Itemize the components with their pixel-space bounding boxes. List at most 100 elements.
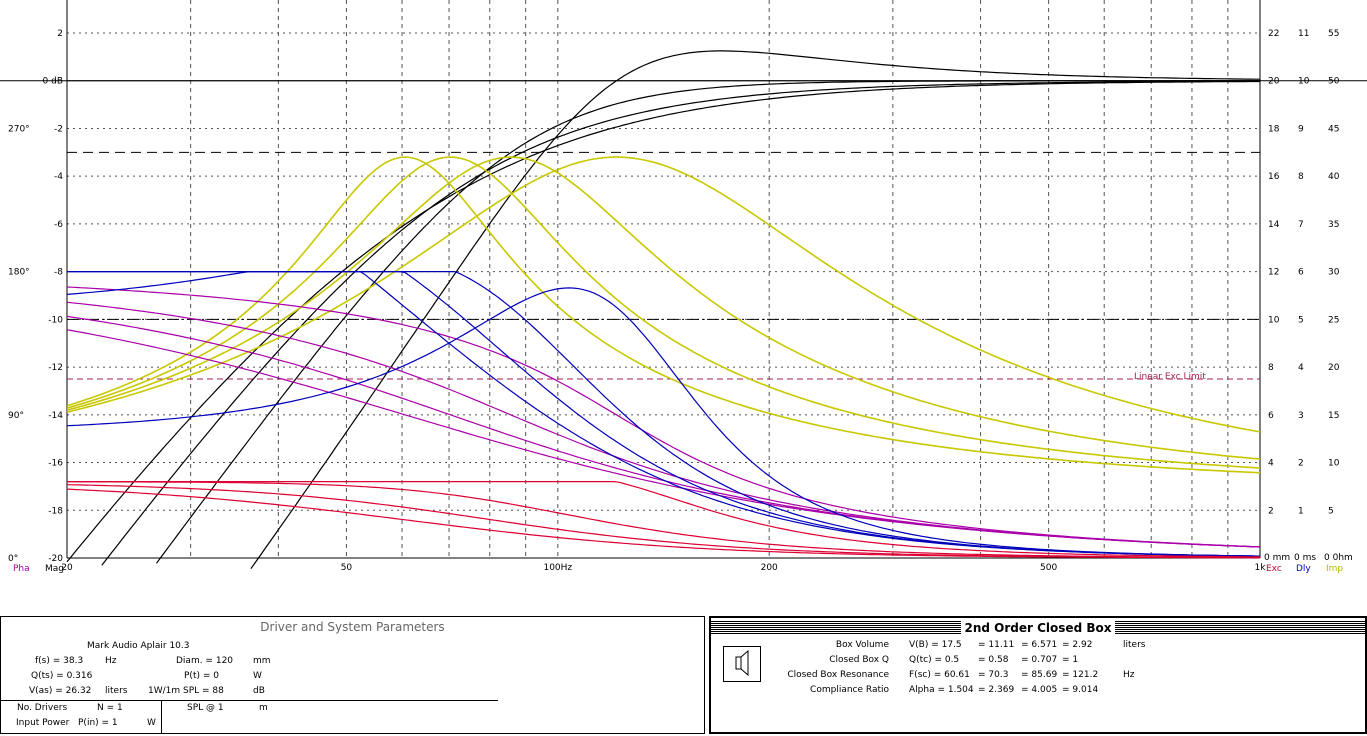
linear-exc-limit-label: Linear Exc Limit bbox=[1134, 372, 1206, 382]
panel-title-text: 2nd Order Closed Box bbox=[960, 621, 1116, 635]
box-row-sym[interactable]: Alpha = 1.504 bbox=[909, 685, 974, 695]
box-row-label: Compliance Ratio bbox=[810, 685, 889, 695]
y-tick-label: -18 bbox=[48, 506, 63, 516]
box-row-sym[interactable]: F(sc) = 60.61 bbox=[909, 670, 970, 680]
panel-title: 2nd Order Closed Box bbox=[711, 620, 1365, 635]
right-tick-label: 16 bbox=[1268, 172, 1280, 182]
right-tick-label: 8 bbox=[1268, 363, 1274, 373]
box-row-v4[interactable]: = 121.2 bbox=[1062, 670, 1099, 680]
mag-axis-label: Mag bbox=[45, 564, 64, 574]
frequency-response-chart: 20 50 100Hz 200 500 1k 2 0 dB -2 -4 -6 -8 -10 -12 -14 -… bbox=[0, 0, 1367, 574]
box-row-v3[interactable]: = 6.571 bbox=[1021, 640, 1058, 650]
phase-tick-label: 270° bbox=[8, 124, 30, 134]
y-tick-label: -4 bbox=[54, 172, 63, 182]
phase-axis-label: Pha bbox=[13, 564, 30, 574]
box-row-sym[interactable]: V(B) = 17.5 bbox=[909, 640, 962, 650]
vas-unit: liters bbox=[105, 686, 128, 696]
right-tick-label: 1 bbox=[1298, 506, 1304, 516]
spl-value[interactable]: 1W/1m SPL = 88 bbox=[148, 686, 224, 696]
box-row-unit: Hz bbox=[1123, 670, 1135, 680]
right-tick-label: 22 bbox=[1268, 29, 1279, 39]
right-tick-label: 18 bbox=[1268, 124, 1280, 134]
delay-curve bbox=[67, 271, 1261, 557]
panel-title: Driver and System Parameters bbox=[260, 620, 445, 634]
excursion-curve bbox=[66, 484, 1260, 559]
box-row-v3[interactable]: = 4.005 bbox=[1021, 685, 1058, 695]
excursion-curve bbox=[67, 481, 1260, 558]
right-tick-label: 4 bbox=[1268, 459, 1274, 469]
fs-value[interactable]: f(s) = 38.3 bbox=[35, 656, 84, 666]
box-row-v4[interactable]: = 9.014 bbox=[1062, 685, 1099, 695]
power-unit: W bbox=[147, 718, 156, 728]
right-tick-label: 7 bbox=[1298, 220, 1304, 230]
drivers-value[interactable]: N = 1 bbox=[97, 703, 123, 713]
pt-value[interactable]: P(t) = 0 bbox=[184, 671, 219, 681]
box-row-sym[interactable]: Q(tc) = 0.5 bbox=[909, 655, 960, 665]
right-tick-label: 10 bbox=[1328, 459, 1340, 469]
y-tick-label: -12 bbox=[48, 363, 63, 373]
box-row-v2[interactable]: = 11.11 bbox=[978, 640, 1015, 650]
excursion-curve bbox=[66, 488, 1260, 559]
y-tick-label: -6 bbox=[54, 220, 63, 230]
box-row-v2[interactable]: = 0.58 bbox=[978, 655, 1009, 665]
right-tick-label: 5 bbox=[1328, 506, 1334, 516]
right-tick-label: 6 bbox=[1268, 411, 1274, 421]
y-tick-label: -8 bbox=[54, 268, 63, 278]
spl-at-label[interactable]: SPL @ 1 bbox=[187, 703, 224, 713]
y-tick-label: 2 bbox=[57, 29, 63, 39]
curves bbox=[66, 50, 1261, 570]
impedance-curve bbox=[66, 156, 1261, 433]
x-tick-label: 500 bbox=[1040, 563, 1057, 573]
box-row-v3[interactable]: = 0.707 bbox=[1021, 655, 1058, 665]
magnitude-curve bbox=[250, 50, 1260, 570]
drivers-label: No. Drivers bbox=[17, 703, 68, 713]
power-value[interactable]: P(in) = 1 bbox=[78, 718, 118, 728]
right-tick-label: 2 bbox=[1298, 459, 1304, 469]
diam-value[interactable]: Diam. = 120 bbox=[176, 656, 234, 666]
right-tick-label: 10 bbox=[1298, 77, 1310, 87]
right-tick-label: 9 bbox=[1298, 124, 1304, 134]
reference-lines bbox=[67, 151, 1260, 380]
right-axis-zero-label: 0 mm bbox=[1264, 553, 1290, 563]
x-tick-label: 20 bbox=[61, 563, 73, 573]
box-row-v4[interactable]: = 2.92 bbox=[1062, 640, 1093, 650]
right-axis-zero-label: 0 ms bbox=[1294, 553, 1316, 563]
tick-labels: 20 50 100Hz 200 500 1k 2 0 dB -2 -4 -6 -8 -10 -12 -14 -… bbox=[8, 29, 1353, 574]
vas-value[interactable]: V(as) = 26.32 bbox=[29, 686, 92, 696]
box-row-label: Box Volume bbox=[835, 640, 889, 650]
grid bbox=[0, 0, 1367, 559]
phase-tick-label: 90° bbox=[8, 411, 24, 421]
box-row-v2[interactable]: = 2.369 bbox=[978, 685, 1015, 695]
power-label: Input Power bbox=[16, 718, 70, 728]
box-row-v4[interactable]: = 1 bbox=[1062, 655, 1079, 665]
y-tick-label: -10 bbox=[48, 315, 63, 325]
box-row-label: Closed Box Resonance bbox=[787, 670, 889, 680]
right-tick-label: 15 bbox=[1328, 411, 1339, 421]
spl-at-unit: m bbox=[259, 703, 268, 713]
phase-curve bbox=[66, 315, 1261, 548]
y-tick-label: -2 bbox=[54, 124, 63, 134]
magnitude-curve bbox=[156, 80, 1260, 564]
phase-curve bbox=[66, 329, 1261, 548]
y-tick-label: -20 bbox=[48, 554, 63, 564]
qts-value[interactable]: Q(ts) = 0.316 bbox=[31, 671, 93, 681]
box-row-v2[interactable]: = 70.3 bbox=[978, 670, 1009, 680]
y-tick-label: 0 dB bbox=[43, 77, 63, 87]
box-row-unit: liters bbox=[1123, 640, 1146, 650]
speaker-box-icon bbox=[723, 646, 761, 682]
right-tick-label: 10 bbox=[1268, 315, 1280, 325]
excursion-curve bbox=[67, 481, 1261, 558]
x-tick-label: 100Hz bbox=[543, 563, 572, 573]
box-row-v3[interactable]: = 85.69 bbox=[1021, 670, 1058, 680]
magnitude-curve bbox=[101, 80, 1260, 566]
box-row-label: Closed Box Q bbox=[829, 655, 889, 665]
right-tick-label: 11 bbox=[1298, 29, 1309, 39]
x-tick-label: 1k bbox=[1255, 563, 1267, 573]
impedance-curve bbox=[66, 156, 1261, 469]
right-axis-name: Exc bbox=[1266, 564, 1282, 574]
phase-tick-label: 0° bbox=[8, 554, 18, 564]
right-axis-zero-label: 0 0hm bbox=[1324, 553, 1353, 563]
x-tick-label: 200 bbox=[761, 563, 778, 573]
delay-curve bbox=[66, 287, 1261, 557]
right-tick-label: 25 bbox=[1328, 315, 1339, 325]
